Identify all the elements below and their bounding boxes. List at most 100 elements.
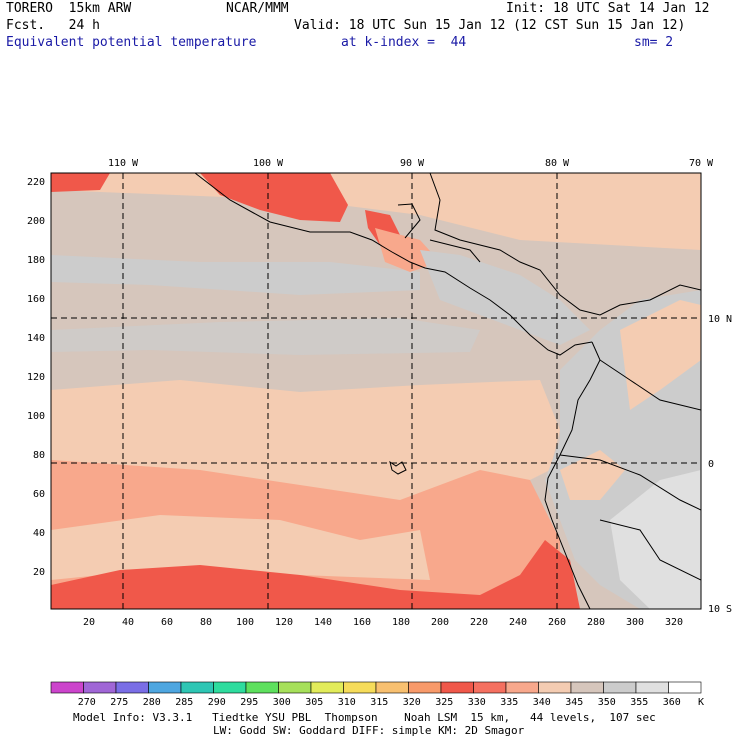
x-tick: 260: [548, 617, 566, 628]
land-colombia-peach: [620, 300, 701, 410]
coastline-galapagos: [389, 460, 407, 475]
colorbar-label: 285: [175, 697, 193, 708]
colorbar-swatch: [668, 681, 702, 694]
y-tick: 200: [27, 216, 45, 227]
colorbar-swatch: [50, 681, 84, 694]
right-lat-labels: 10 N 0 10 S: [708, 314, 732, 615]
colorbar-label: 330: [468, 697, 486, 708]
colorbar-label: 295: [240, 697, 258, 708]
border-colombia: [599, 359, 701, 411]
x-tick: 240: [509, 617, 527, 628]
coastline-mexico: [194, 173, 593, 356]
colorbar-label: 355: [630, 697, 648, 708]
border-central-america: [429, 239, 481, 263]
x-tick: 80: [200, 617, 212, 628]
band-red-north: [51, 173, 110, 192]
colorbar-label: 320: [403, 697, 421, 708]
colorbar-label: 300: [273, 697, 291, 708]
smoothing-label: sm= 2: [634, 35, 674, 50]
land-central-america-gray: [420, 250, 590, 345]
x-tick: 320: [665, 617, 683, 628]
border-peru-ecuador: [559, 454, 701, 511]
land-south-america-light: [610, 470, 701, 609]
band-gray-mid: [51, 318, 480, 355]
organization: NCAR/MMM: [226, 1, 289, 16]
colorbar-label: 360: [663, 697, 681, 708]
colorbar-label: 350: [598, 697, 616, 708]
field-name: Equivalent potential temperature: [6, 35, 257, 50]
lat-label-10n: 10 N: [708, 314, 732, 325]
x-tick: 40: [122, 617, 134, 628]
coastlines: [194, 173, 701, 609]
plot-frame: [50, 172, 702, 610]
band-gray-upper: [51, 255, 420, 295]
colorbar-swatch: [408, 681, 442, 694]
colorbar-swatch: [603, 681, 637, 694]
colorbar-label: 315: [370, 697, 388, 708]
colorbar-swatch: [213, 681, 247, 694]
colorbar-swatch: [375, 681, 409, 694]
colorbar-swatch: [148, 681, 182, 694]
x-tick: 280: [587, 617, 605, 628]
y-tick: 140: [27, 333, 45, 344]
coastline-south-america: [544, 341, 601, 609]
coastline-caribbean: [429, 173, 701, 316]
colorbar-swatch: [245, 681, 279, 694]
lon-label-70w: 70 W: [689, 158, 714, 169]
model-info-line1: Model Info: V3.3.1 Tiedtke YSU PBL Thomp…: [73, 711, 656, 724]
colorbar-swatch: [635, 681, 669, 694]
x-tick: 120: [275, 617, 293, 628]
colorbar: 270 275 280 285 290 295 300 305 310 315 320 325 330 3…: [50, 681, 702, 708]
colorbar-swatch: [278, 681, 312, 694]
y-tick: 80: [33, 450, 45, 461]
colorbar-swatch: [570, 681, 604, 694]
x-tick: 220: [470, 617, 488, 628]
lon-label-80w: 80 W: [545, 158, 570, 169]
colorbar-label: 290: [208, 697, 226, 708]
x-tick: 140: [314, 617, 332, 628]
colorbar-label: 340: [533, 697, 551, 708]
colorbar-swatch: [115, 681, 149, 694]
left-grid-ticks: 220 200 180 160 140 120 100 80 60 40 20: [27, 177, 45, 578]
y-tick: 40: [33, 528, 45, 539]
colorbar-unit: K: [698, 697, 704, 708]
colorbar-swatch: [440, 681, 474, 694]
colorbar-label: 310: [338, 697, 356, 708]
top-lon-labels: 110 W 100 W 90 W 80 W 70 W: [108, 158, 714, 169]
patch-red-mexico: [200, 173, 348, 222]
lat-label-0: 0: [708, 459, 714, 470]
patch-salmon-guatemala: [375, 228, 440, 272]
x-tick: 160: [353, 617, 371, 628]
init-time: Init: 18 UTC Sat 14 Jan 12: [506, 1, 710, 16]
x-tick: 200: [431, 617, 449, 628]
lat-lon-grid: [51, 173, 701, 609]
lon-label-90w: 90 W: [400, 158, 425, 169]
y-tick: 20: [33, 567, 45, 578]
x-tick: 300: [626, 617, 644, 628]
colorbar-swatch: [180, 681, 214, 694]
band-north-peach: [51, 173, 701, 250]
y-tick: 120: [27, 372, 45, 383]
border-peru-brazil: [599, 519, 701, 581]
x-tick: 100: [236, 617, 254, 628]
lat-label-10s: 10 S: [708, 604, 732, 615]
x-tick: 20: [83, 617, 95, 628]
colorbar-label: 270: [78, 697, 96, 708]
y-tick: 220: [27, 177, 45, 188]
band-red-south: [51, 540, 580, 609]
colorbar-swatch: [538, 681, 572, 694]
lon-label-100w: 100 W: [253, 158, 284, 169]
colorbar-swatch: [505, 681, 539, 694]
band-peach-mid-south: [51, 515, 430, 580]
temperature-field: [51, 173, 701, 609]
colorbar-swatch: [310, 681, 344, 694]
valid-time: Valid: 18 UTC Sun 15 Jan 12 (12 CST Sun …: [294, 18, 686, 33]
bottom-grid-ticks: 20 40 60 80 100 120 140 160 180 200 220 …: [83, 617, 683, 628]
colorbar-label: 275: [110, 697, 128, 708]
y-tick: 100: [27, 411, 45, 422]
colorbar-swatch: [343, 681, 377, 694]
y-tick: 60: [33, 489, 45, 500]
colorbar-swatch: [473, 681, 507, 694]
x-tick: 60: [161, 617, 173, 628]
